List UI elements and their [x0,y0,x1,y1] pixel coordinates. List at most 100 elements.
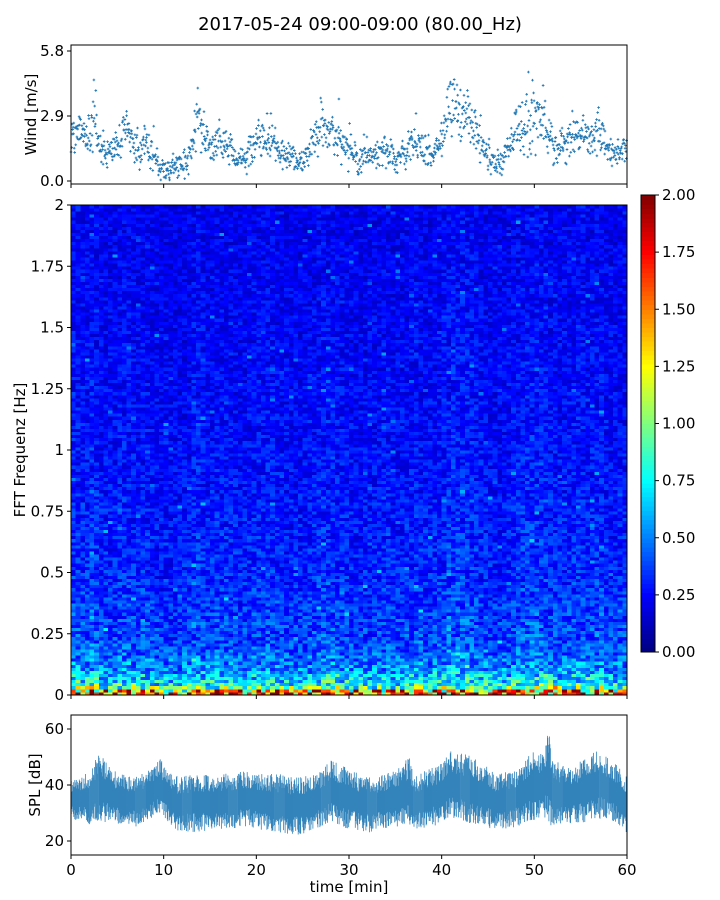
spectrogram-cell [89,685,95,690]
spectrogram-cell [154,652,160,656]
spectrogram-cell [228,615,234,619]
spectrogram-cell [497,606,503,610]
spectrogram-cell [140,639,146,644]
spectrogram-cell [358,615,364,619]
spectrogram-cell [409,688,415,693]
spectrogram-cell [84,661,90,665]
spectrogram-cell [205,624,211,629]
spectrogram-cell [529,621,535,625]
wind-point [178,156,182,159]
spectrogram-cell [237,652,243,656]
spectrogram-cell [413,627,419,632]
spectrogram-cell [71,612,77,616]
spectrogram-cell [117,688,123,693]
wind-point [216,146,220,150]
spectrogram-cell [242,624,248,629]
spectrogram-cell [284,649,290,653]
wind-point [169,171,173,174]
spectrogram-cell [576,630,582,635]
spectrogram-cell [515,627,521,632]
spectrogram-cell [98,603,104,607]
spectrogram-cell [455,667,461,671]
wind-point [113,137,116,141]
spectrogram-cell [214,612,220,616]
spectrogram-cell [265,636,271,641]
spectrogram-cell [311,673,317,678]
spectrogram-cell [168,639,174,644]
spectrogram-cell [335,664,341,668]
spectrogram-cell [585,633,591,638]
spectrogram-cell [112,633,118,638]
spectrogram-cell [159,627,165,632]
wind-point [173,163,177,167]
spectrogram-cell [145,642,151,647]
spectrogram-cell [525,688,531,693]
spectrogram-cell [515,636,521,641]
spectrogram-cell [191,658,197,662]
spectrogram-cell [242,661,248,665]
spectrogram-cell [302,606,308,610]
spectrogram-cell [316,624,322,629]
spectrogram-cell [75,649,81,653]
spectrogram-cell [460,655,466,659]
spectrogram-cell [566,667,572,671]
spectrogram-cell [515,606,521,610]
spectrogram-cell [302,646,308,650]
wind-point [182,167,186,170]
spectrogram-cell [154,673,160,678]
spectrogram-cell [349,624,355,629]
spectrogram-cell [298,612,304,616]
spectrogram-cell [446,664,452,668]
spectrogram-cell [163,627,169,632]
spectrogram-cell [594,639,600,644]
spectrogram-cell [603,658,609,662]
wind-point [182,151,185,154]
spectrogram-cell [182,664,188,668]
spectrogram-cell [362,618,368,622]
spectrogram-cell [191,688,197,693]
spectrogram-cell [418,667,424,671]
spectrogram-cell [534,679,540,684]
spectrogram-cell [367,636,373,641]
spectrogram-cell [511,652,517,656]
spectrogram-cell [344,606,350,610]
spectrogram-cell [413,685,419,690]
spectrogram-cell [552,664,558,668]
spectrogram-cell [464,652,470,656]
spectrogram-cell [362,664,368,668]
spectrogram-cell [437,612,443,616]
spectrogram-cell [478,603,484,607]
spectrogram-cell [214,664,220,668]
spectrogram-cell [497,682,503,687]
spectrogram-cell [256,655,262,659]
spectrogram-cell [335,661,341,665]
spectrogram-cell [552,624,558,629]
spectrogram-cell [386,630,392,635]
spectrogram-cell [89,649,95,653]
spectrogram-cell [534,624,540,629]
spectrogram-cell [529,646,535,650]
spectrogram-cell [418,603,424,607]
spectrogram-cell [284,642,290,647]
spectrogram-cell [501,603,507,607]
wind-point [227,136,231,140]
spectrogram-cell [205,615,211,619]
spectrogram-cell [386,612,392,616]
spectrogram-cell [576,667,582,671]
spectrogram-cell [395,621,401,625]
spectrogram-cell [543,609,549,613]
spectrogram-cell [196,615,202,619]
spectrogram-cell [404,615,410,619]
spectrogram-cell [260,636,266,641]
spectrogram-cell [372,652,378,656]
spectrogram-cell [335,673,341,678]
spectrogram-cell [492,621,498,625]
spectrogram-cell [339,682,345,687]
spectrogram-cell [562,615,568,619]
spectrogram-cell [247,667,253,671]
spectrogram-cell [543,658,549,662]
spectrogram-cell [237,658,243,662]
spectrogram-cell [260,615,266,619]
spectrogram-cell [386,603,392,607]
spectrogram-cell [362,627,368,632]
